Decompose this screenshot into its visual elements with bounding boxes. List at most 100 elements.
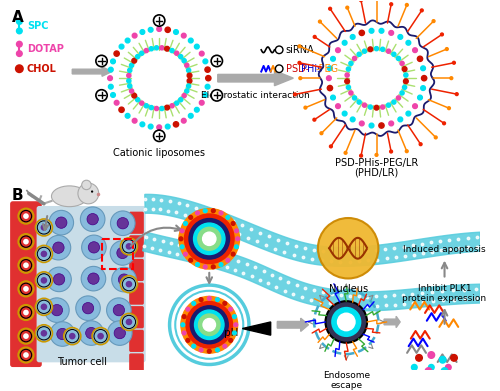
Circle shape [396, 56, 400, 61]
Circle shape [446, 374, 451, 380]
Text: -PEG: -PEG [315, 64, 338, 74]
Circle shape [80, 207, 105, 231]
Circle shape [40, 277, 47, 284]
Circle shape [181, 323, 184, 326]
Circle shape [180, 229, 184, 233]
Circle shape [149, 47, 154, 51]
Circle shape [428, 374, 434, 380]
Text: Electrostatic interaction: Electrostatic interaction [201, 91, 310, 100]
Circle shape [326, 76, 331, 81]
Circle shape [229, 339, 232, 342]
Circle shape [66, 330, 79, 343]
Circle shape [318, 20, 322, 23]
FancyBboxPatch shape [11, 202, 41, 366]
Text: Tumor cell: Tumor cell [56, 357, 106, 367]
Circle shape [420, 86, 426, 90]
Circle shape [194, 310, 224, 339]
Circle shape [44, 298, 69, 323]
Circle shape [82, 180, 91, 190]
Circle shape [130, 89, 134, 93]
Circle shape [194, 108, 199, 112]
Circle shape [49, 210, 74, 235]
Circle shape [127, 74, 131, 77]
Circle shape [402, 67, 407, 72]
Circle shape [404, 79, 408, 84]
Circle shape [342, 111, 347, 116]
Text: PSD-: PSD- [286, 64, 309, 74]
Text: Inhibit PLK1
protein expression: Inhibit PLK1 protein expression [402, 283, 486, 303]
Circle shape [165, 27, 170, 32]
Circle shape [320, 132, 323, 135]
Circle shape [418, 95, 422, 100]
Circle shape [234, 323, 237, 326]
Text: Induced apoptosis: Induced apoptosis [403, 245, 486, 254]
Circle shape [298, 61, 301, 64]
Circle shape [69, 333, 75, 339]
Circle shape [108, 321, 132, 345]
Circle shape [199, 348, 203, 352]
Circle shape [199, 298, 203, 301]
Circle shape [110, 241, 135, 265]
Circle shape [360, 154, 362, 157]
Circle shape [40, 251, 47, 257]
Circle shape [205, 321, 214, 329]
Text: SPC: SPC [27, 21, 48, 31]
Circle shape [133, 52, 185, 104]
Polygon shape [242, 322, 270, 335]
Circle shape [400, 61, 404, 65]
Circle shape [456, 93, 458, 95]
FancyBboxPatch shape [130, 236, 143, 257]
Circle shape [140, 51, 144, 55]
Circle shape [132, 93, 136, 98]
Circle shape [184, 89, 189, 93]
Circle shape [186, 68, 190, 72]
Circle shape [16, 19, 22, 24]
Circle shape [349, 91, 353, 95]
Circle shape [181, 296, 238, 353]
Circle shape [386, 103, 390, 107]
Circle shape [114, 51, 119, 56]
Circle shape [178, 98, 183, 102]
Circle shape [94, 330, 107, 343]
Circle shape [342, 40, 347, 45]
Circle shape [186, 84, 190, 88]
Circle shape [412, 364, 417, 370]
Circle shape [182, 93, 186, 98]
Circle shape [188, 113, 193, 118]
Circle shape [38, 247, 51, 260]
Circle shape [379, 29, 384, 33]
Circle shape [345, 73, 349, 77]
Circle shape [349, 61, 353, 65]
Circle shape [136, 98, 140, 102]
Circle shape [23, 310, 29, 315]
Circle shape [23, 286, 29, 292]
Circle shape [157, 27, 162, 31]
Circle shape [36, 219, 52, 236]
Circle shape [182, 331, 186, 335]
Circle shape [369, 123, 374, 128]
Circle shape [154, 46, 158, 50]
Circle shape [128, 68, 132, 72]
Circle shape [117, 247, 128, 258]
Circle shape [186, 301, 232, 348]
Circle shape [20, 283, 32, 294]
Circle shape [108, 76, 112, 81]
Circle shape [380, 105, 384, 109]
Circle shape [452, 61, 456, 64]
Circle shape [120, 238, 138, 255]
FancyBboxPatch shape [130, 283, 143, 304]
Circle shape [192, 301, 196, 305]
Circle shape [440, 33, 444, 36]
Circle shape [344, 151, 347, 154]
Circle shape [114, 327, 126, 339]
Circle shape [106, 298, 131, 323]
FancyBboxPatch shape [130, 212, 143, 233]
Circle shape [194, 44, 199, 49]
Circle shape [231, 222, 235, 225]
Circle shape [187, 73, 192, 78]
Circle shape [314, 36, 316, 38]
Circle shape [182, 33, 186, 38]
Circle shape [166, 124, 170, 129]
Circle shape [203, 59, 207, 64]
Circle shape [40, 303, 47, 310]
